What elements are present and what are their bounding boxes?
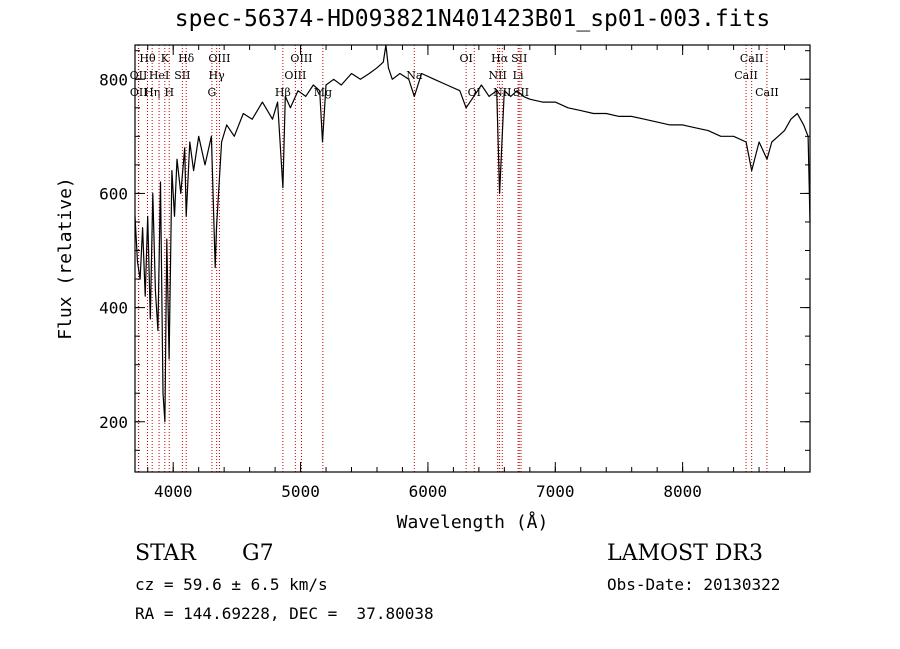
spectrum-line [134,44,811,423]
marker-label: SII [511,52,527,65]
marker-label: Hα [491,52,509,65]
marker-label: SII [174,69,190,82]
x-tick-label: 4000 [154,482,193,501]
marker-label: K [161,52,170,65]
marker-label: OI [468,86,481,99]
marker-label: HeI [149,69,169,82]
x-tick-label: 8000 [663,482,702,501]
marker-label: OI [459,52,472,65]
marker-label: OII [130,86,148,99]
marker-label: G [208,86,217,99]
x-tick-label: 5000 [281,482,320,501]
y-axis-label: Flux (relative) [55,177,76,340]
y-tick-label: 800 [99,70,128,89]
marker-label: Hβ [275,86,291,99]
spectral-subclass: G7 [242,541,274,566]
marker-label: SII [513,86,529,99]
marker-label: CaII [740,52,764,65]
redshift-text: cz = 59.6 ± 6.5 km/s [135,575,328,594]
marker-label: Hθ [139,52,156,65]
marker-label: OIII [290,52,312,65]
survey-name: LAMOST DR3 [607,541,763,566]
x-axis-label: Wavelength (Å) [397,511,549,533]
x-tick-label: 7000 [536,482,575,501]
x-tick-label: 6000 [409,482,448,501]
marker-label: OIII [284,69,306,82]
marker-label: CaII [734,69,758,82]
axes-frame [134,44,811,473]
y-tick-label: 200 [99,413,128,432]
marker-label: Hδ [178,52,195,65]
marker-label: OIII [208,52,230,65]
marker-label: H [164,86,174,99]
y-tick-label: 400 [99,299,128,318]
marker-label: Hη [144,86,160,99]
marker-label: NII [493,86,511,99]
marker-label: CaII [755,86,779,99]
obs-date-text: Obs-Date: 20130322 [607,575,781,594]
marker-label: NII [489,69,507,82]
marker-label: Na [406,69,423,82]
coordinates-text: RA = 144.69228, DEC = 37.80038 [135,604,434,623]
marker-label: Li [513,69,524,82]
object-class: STAR [135,541,196,566]
chart-title: spec-56374-HD093821N401423B01_sp01-003.f… [174,6,771,32]
marker-label: Hγ [209,69,226,82]
tick-layer: 4000 5000 6000 7000 8000 200 400 600 800 [99,45,810,501]
line-marker-layer: OIIOIIHθHηHeIKHSIIHδGHγOIIIHβOIIIOIIIMgN… [130,45,779,472]
y-tick-label: 600 [99,184,128,203]
